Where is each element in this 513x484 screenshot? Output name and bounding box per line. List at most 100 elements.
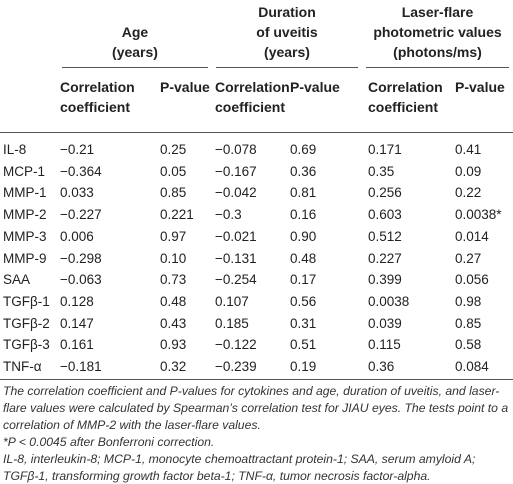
header-rule [0,132,513,133]
cell: 0.221 [160,207,194,223]
cell: 0.10 [160,250,187,266]
bottom-rule [0,379,513,380]
cell: −0.239 [215,359,257,374]
cell: 0.006 [60,228,94,244]
cell: 0.09 [455,163,482,179]
cell: 0.039 [368,315,402,331]
row-label: IL-8 [3,142,27,157]
cell: 0.128 [60,293,94,309]
cell: 0.48 [290,250,317,266]
sub-header: Correlation [368,79,443,95]
group-header: (photons/ms) [393,44,482,60]
row-label: TGFβ-1 [3,293,50,309]
cell: 0.27 [455,250,482,266]
cell: −0.21 [60,142,95,157]
cell: 0.107 [215,293,249,309]
cell: 0.147 [60,315,94,331]
row-label: MMP-3 [3,228,47,244]
cell: 0.69 [290,142,317,157]
cell: −0.122 [215,337,257,353]
row-label: SAA [3,272,31,288]
cell: 0.185 [215,315,249,331]
cell: 0.48 [160,293,187,309]
cell: 0.033 [60,185,94,201]
row-label: MMP-1 [3,185,47,201]
cell: 0.73 [160,272,187,288]
cell: 0.98 [455,293,482,309]
cell: 0.85 [455,315,482,331]
group-rule [62,67,208,68]
group-header: Laser-flare [401,4,474,20]
cell: 0.0038 [368,293,410,309]
sub-header: coefficient [368,99,439,115]
cell: 0.014 [455,228,489,244]
cell: −0.254 [215,272,257,288]
cell: 0.81 [290,185,317,201]
cell: 0.43 [160,315,187,331]
group-header: of uveitis [256,24,318,40]
cell: 0.25 [160,142,187,157]
cell: 0.256 [368,185,402,201]
row-label: MMP-2 [3,207,47,223]
sub-header: Correlation [215,79,290,95]
group-rule [216,67,358,68]
cell: 0.115 [368,337,401,353]
cell: −0.3 [215,207,242,223]
note: IL-8, interleukin-8; MCP-1, monocyte che… [3,452,476,483]
cell: −0.364 [60,163,102,179]
sub-header: coefficient [215,99,286,115]
cell: 0.17 [290,272,317,288]
cell: 0.0038* [455,207,502,223]
cell: 0.05 [160,163,187,179]
cell: 0.161 [60,337,94,353]
sub-header: P-value [455,79,505,95]
cell: −0.227 [60,207,102,223]
cell: 0.58 [455,337,482,353]
cell: 0.41 [455,142,482,157]
group-rule [366,67,509,68]
group-header: photometric values [373,24,502,40]
cell: 0.084 [455,359,489,374]
cell: 0.603 [368,207,402,223]
notes: The correlation coefficient and P-values… [3,383,511,484]
cell: 0.36 [290,163,317,179]
cell: 0.56 [290,293,317,309]
cell: 0.399 [368,272,402,288]
row-label: MMP-9 [3,250,47,266]
group-header: Age [121,24,149,40]
cell: 0.32 [160,359,187,374]
cell: 0.16 [290,207,317,223]
cell: −0.298 [60,250,102,266]
group-header: (years) [112,44,158,60]
group-header: Duration [258,4,316,20]
cell: −0.042 [215,185,257,201]
cell: 0.51 [290,337,317,353]
row-label: MCP-1 [3,163,46,179]
sub-header: Correlation [60,79,135,95]
sub-header: P-value [160,79,210,95]
note: *P < 0.0045 after Bonferroni correction. [3,435,215,449]
cell: 0.35 [368,163,395,179]
group-header: (years) [264,44,310,60]
row-label: TGFβ-2 [3,315,50,331]
cell: −0.181 [60,359,102,374]
row-label: TGFβ-3 [3,337,50,353]
cell: 0.90 [290,228,317,244]
sub-header: coefficient [60,99,131,115]
cell: 0.512 [368,228,402,244]
cell: 0.19 [290,359,317,374]
cell: 0.171 [368,142,402,157]
cell: 0.227 [368,250,402,266]
cell: 0.31 [290,315,317,331]
cell: 0.22 [455,185,482,201]
cell: 0.97 [160,228,187,244]
cell: −0.167 [215,163,257,179]
sub-header: P-value [290,79,340,95]
cell: 0.85 [160,185,187,201]
cell: 0.056 [455,272,489,288]
row-label: TNF-α [3,359,42,374]
cell: −0.078 [215,142,257,157]
cell: −0.131 [215,250,257,266]
cell: 0.93 [160,337,187,353]
